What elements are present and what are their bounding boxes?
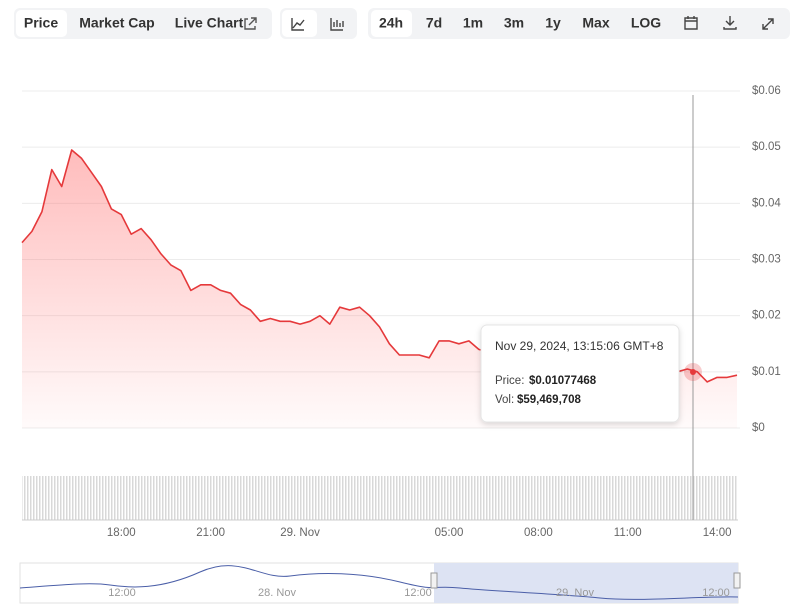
y-tick-label: $0.03: [752, 254, 781, 266]
volume-band: [22, 476, 738, 520]
y-tick-label: $0.02: [752, 310, 781, 322]
range-button[interactable]: 3m: [504, 15, 524, 31]
navigator-label: 12:00: [702, 587, 730, 599]
range-button[interactable]: 1m: [463, 15, 483, 31]
view-group: [14, 8, 272, 39]
navigator-handle[interactable]: [430, 572, 438, 589]
x-tick-label: 21:00: [196, 527, 225, 539]
view-button[interactable]: Live Chart: [175, 15, 244, 31]
navigator-handle[interactable]: [733, 572, 741, 589]
x-tick-label: 29. Nov: [280, 527, 320, 539]
calendar-icon[interactable]: [684, 16, 698, 30]
range-button[interactable]: Max: [582, 15, 609, 31]
range-button[interactable]: LOG: [631, 15, 661, 31]
tooltip-value: $0.01077468: [529, 375, 597, 387]
y-tick-label: $0: [752, 422, 765, 434]
navigator-label: 28. Nov: [258, 587, 296, 599]
line-icon[interactable]: [291, 18, 305, 31]
x-tick-label: 14:00: [703, 527, 732, 539]
range-button[interactable]: 1y: [545, 15, 561, 31]
plot: $0 $0.01 $0.02 $0.03 $0.04 $0.05 $0.06 18:00 21:…: [21, 85, 781, 539]
tooltip-value: $59,469,708: [517, 394, 582, 406]
view-button[interactable]: Market Cap: [79, 15, 154, 31]
x-tick-label: 18:00: [107, 527, 136, 539]
download-icon[interactable]: [723, 16, 737, 30]
y-tick-label: $0.04: [752, 197, 781, 209]
tooltip-label: Vol:: [495, 394, 514, 406]
x-tick-label: 05:00: [435, 527, 464, 539]
range-button[interactable]: 7d: [426, 15, 442, 31]
range-selected: [371, 10, 412, 37]
view-button[interactable]: Price: [24, 15, 58, 31]
hover-dot: [690, 369, 696, 375]
external-icon: [244, 17, 257, 30]
type-selected: [282, 10, 317, 37]
tooltip-label: Price:: [495, 375, 524, 387]
y-tick-label: $0.01: [752, 366, 781, 378]
y-tick-label: $0.05: [752, 141, 781, 153]
range-group: [368, 8, 790, 39]
area-fill: [22, 150, 737, 428]
tooltip-date: Nov 29, 2024, 13:15:06 GMT+8: [495, 339, 664, 353]
x-tick-label: 08:00: [524, 527, 553, 539]
candle-icon[interactable]: [330, 18, 344, 31]
navigator-label: 29. Nov: [556, 587, 594, 599]
navigator-label: 12:00: [404, 587, 432, 599]
fullscreen-icon[interactable]: [762, 18, 774, 30]
navigator-line: [19, 565, 739, 600]
view-selected: [16, 10, 67, 37]
y-tick-label: $0.06: [752, 85, 781, 97]
range-button[interactable]: 24h: [379, 15, 403, 31]
navigator-label: 12:00: [108, 587, 136, 599]
x-tick-label: 11:00: [614, 527, 642, 539]
tooltip: [480, 324, 680, 423]
